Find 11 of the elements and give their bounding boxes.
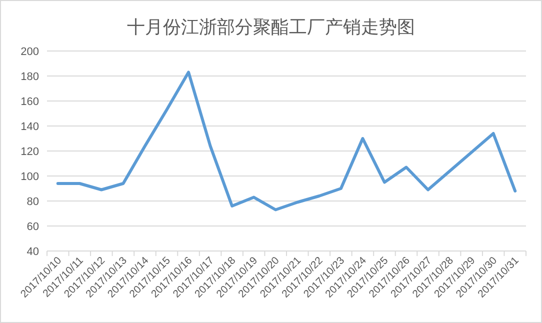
y-tick-label: 40 xyxy=(26,246,39,258)
y-tick-label: 80 xyxy=(26,196,39,208)
y-tick-label: 160 xyxy=(20,96,39,108)
y-tick-label: 60 xyxy=(26,221,39,233)
y-tick-label: 180 xyxy=(20,71,39,83)
y-tick-label: 100 xyxy=(20,171,39,183)
chart-title: 十月份江浙部分聚酯工厂产销走势图 xyxy=(127,17,415,37)
y-tick-label: 200 xyxy=(20,46,39,58)
line-series xyxy=(56,70,517,212)
y-tick-label: 140 xyxy=(20,121,39,133)
y-tick-label: 120 xyxy=(20,146,39,158)
